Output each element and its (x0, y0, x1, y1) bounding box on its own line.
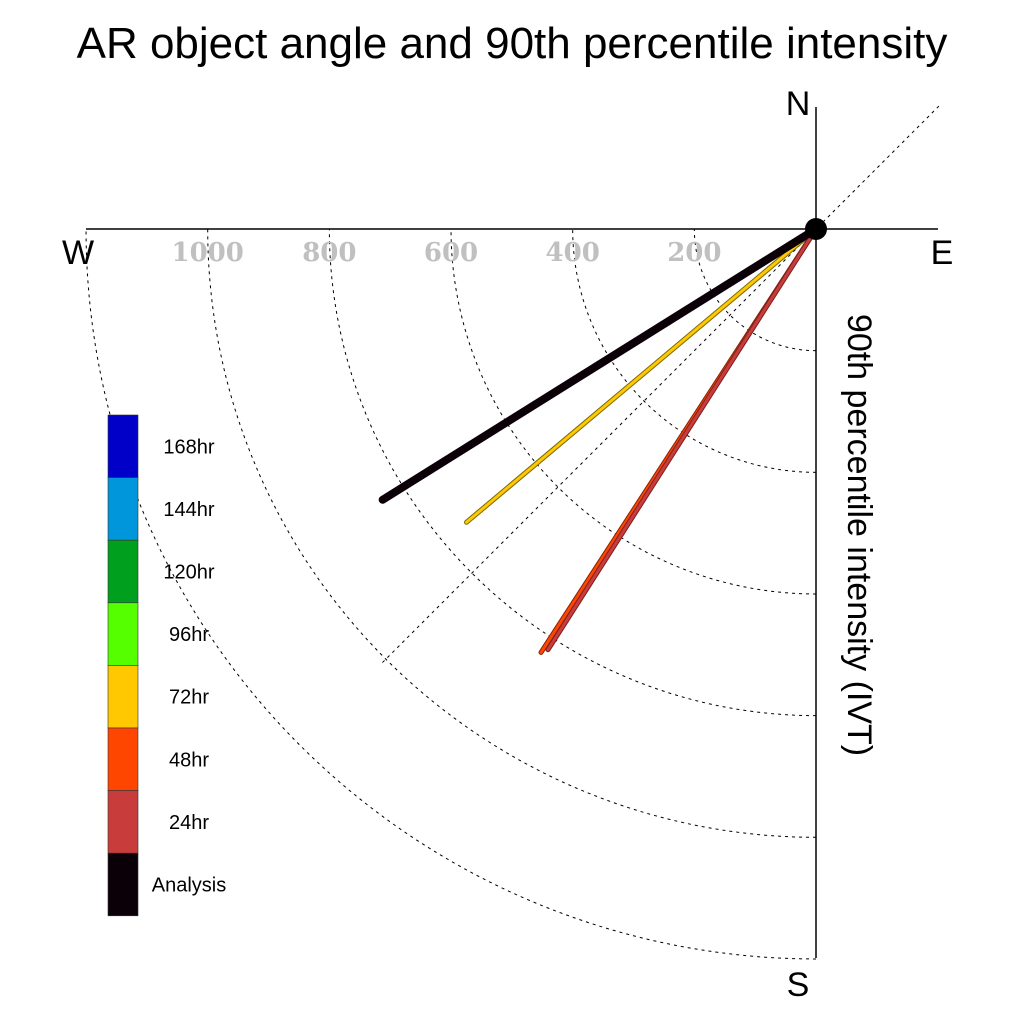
legend-swatch (107, 790, 139, 854)
legend-label: Analysis (152, 875, 226, 897)
radial-tick-label: 400 (546, 238, 600, 268)
compass-east-label: E (931, 234, 954, 272)
color-legend: 168hr 144hr 120hr 96hr 72hr 48hr 24hr Analysis (107, 414, 226, 917)
legend-label: 96hr (169, 624, 209, 646)
radial-tick-label: 800 (302, 238, 356, 268)
grid-ring (572, 228, 817, 473)
series-vector-analysis (378, 225, 820, 504)
legend-swatch (107, 414, 139, 478)
radial-tick-label: 200 (667, 238, 721, 268)
compass-south-label: S (787, 966, 810, 1004)
chart-title: AR object angle and 90th percentile inte… (77, 19, 948, 68)
radial-tick-label: 600 (424, 238, 478, 268)
grid-ring (450, 228, 817, 595)
legend-label: 168hr (163, 436, 214, 458)
legend-label: 48hr (169, 749, 209, 771)
radial-tick-label: 1000 (172, 238, 244, 268)
compass-north-label: N (786, 85, 811, 123)
legend-swatch (107, 602, 139, 666)
legend-swatch (107, 477, 139, 541)
series-vector-24hr (546, 227, 818, 652)
legend-swatch (107, 665, 139, 729)
legend-swatch (107, 539, 139, 604)
legend-label: 72hr (169, 687, 209, 709)
legend-label: 24hr (169, 812, 209, 834)
polar-grid (85, 104, 941, 960)
legend-label: 120hr (163, 562, 214, 584)
legend-swatch (107, 852, 139, 917)
grid-ring (207, 228, 817, 838)
grid-ring (85, 228, 817, 960)
series-layer (378, 218, 827, 655)
legend-swatch (107, 727, 139, 791)
origin-dot (805, 218, 827, 240)
y-axis-label: 90th percentile intensity (IVT) (840, 314, 878, 756)
diagonal-gridline (382, 104, 941, 663)
legend-label: 144hr (163, 499, 214, 521)
compass-axes: 1000 800 600 400 200 (86, 107, 938, 958)
series-vector-72hr (465, 227, 818, 524)
compass-west-label: W (62, 234, 94, 272)
